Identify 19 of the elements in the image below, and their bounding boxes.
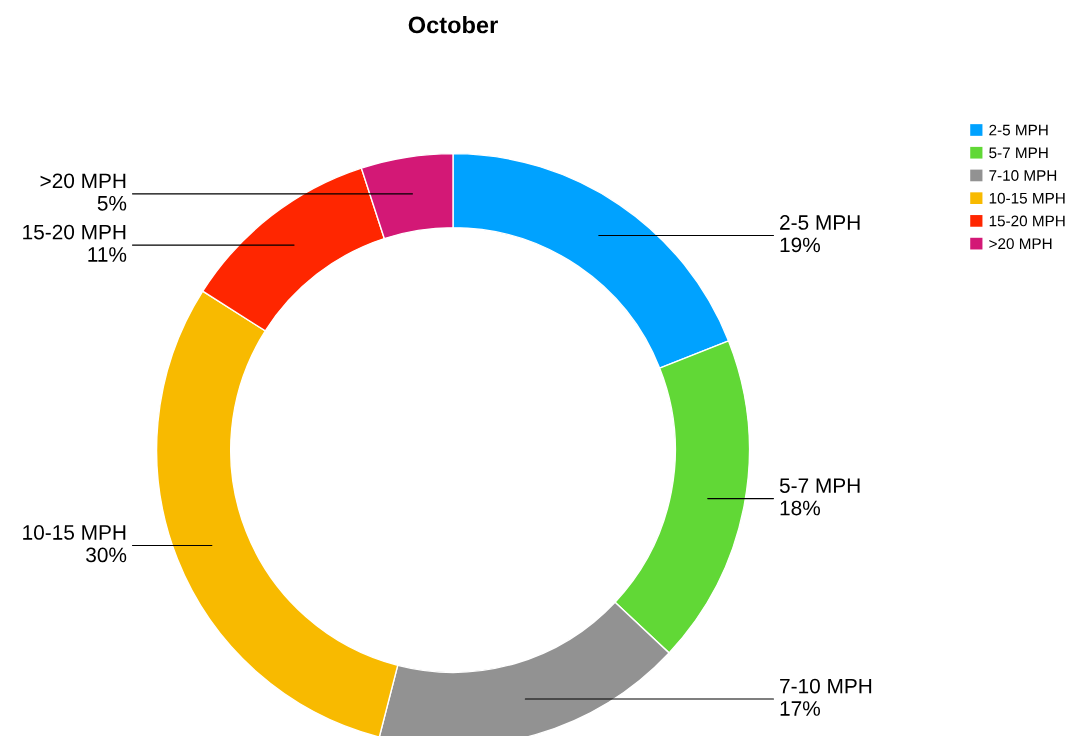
data-label: 18% — [780, 500, 820, 516]
legend-label: 2-5 MPH — [989, 124, 1048, 136]
slice-label: 2-5 MPH — [780, 215, 860, 230]
legend-label: 5-7 MPH — [989, 147, 1048, 159]
data-label: 19% — [780, 237, 820, 253]
slice-label: 15-20 MPH — [23, 224, 126, 240]
legend-label: >20 MPH — [989, 238, 1052, 250]
slice-label: 7-10 MPH — [780, 678, 872, 694]
chart-title: October — [408, 16, 498, 34]
data-label: 11% — [88, 247, 127, 262]
slice-label: 5-7 MPH — [779, 478, 860, 493]
data-label: 5% — [97, 195, 127, 211]
data-label: 17% — [780, 701, 820, 716]
legend-label: 7-10 MPH — [989, 170, 1057, 181]
slice-label: >20 MPH — [40, 173, 126, 189]
legend-label: 10-15 MPH — [989, 192, 1065, 204]
data-label: 30% — [86, 547, 127, 563]
legend-label: 15-20 MPH — [989, 215, 1065, 227]
slice-label: 10-15 MPH — [23, 525, 126, 540]
